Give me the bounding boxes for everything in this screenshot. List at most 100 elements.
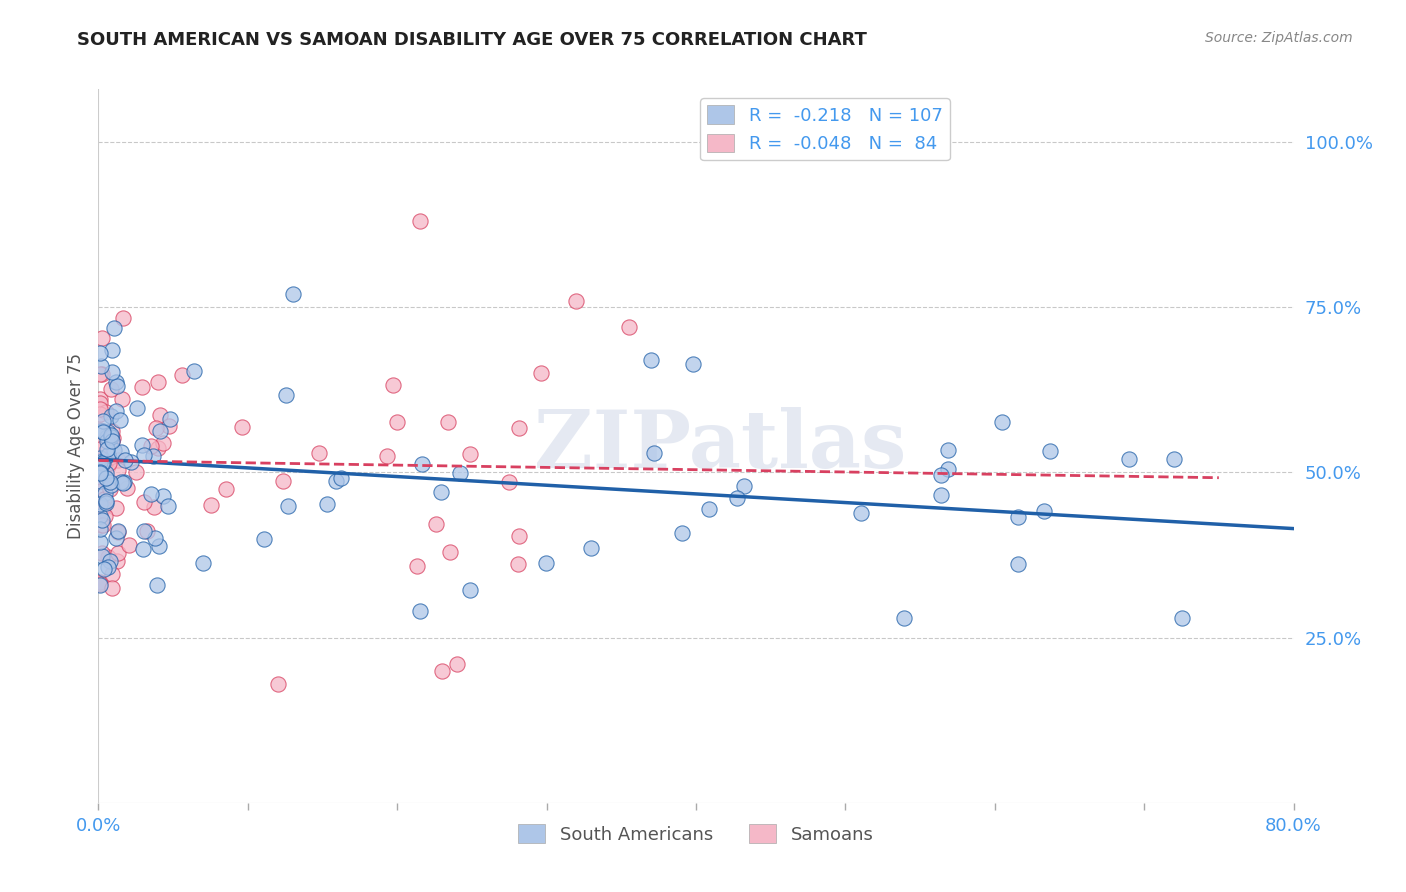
Point bbox=[530, 366, 553, 380]
Point bbox=[936, 443, 959, 458]
Point bbox=[100, 430, 122, 444]
Point bbox=[97, 425, 120, 439]
Point bbox=[1007, 510, 1029, 524]
Point bbox=[94, 486, 117, 500]
Point bbox=[1171, 611, 1194, 625]
Point bbox=[94, 456, 117, 470]
Point bbox=[91, 457, 114, 471]
Point bbox=[89, 407, 111, 421]
Text: Source: ZipAtlas.com: Source: ZipAtlas.com bbox=[1205, 31, 1353, 45]
Point bbox=[142, 449, 165, 463]
Point bbox=[277, 499, 299, 513]
Point bbox=[100, 434, 122, 448]
Point bbox=[725, 491, 748, 505]
Point bbox=[458, 447, 481, 461]
Point bbox=[131, 438, 153, 452]
Point bbox=[200, 498, 222, 512]
Point bbox=[89, 465, 111, 479]
Point bbox=[273, 475, 295, 489]
Point bbox=[316, 497, 339, 511]
Point bbox=[640, 353, 662, 368]
Point bbox=[100, 409, 122, 424]
Point bbox=[104, 500, 127, 515]
Point bbox=[267, 677, 290, 691]
Point bbox=[89, 497, 111, 511]
Point bbox=[929, 488, 952, 502]
Point bbox=[733, 479, 755, 493]
Point bbox=[91, 425, 114, 439]
Point bbox=[93, 492, 115, 507]
Point bbox=[579, 541, 602, 556]
Point bbox=[100, 478, 122, 492]
Point bbox=[100, 428, 122, 442]
Point bbox=[508, 529, 530, 543]
Point bbox=[139, 439, 162, 453]
Point bbox=[134, 495, 156, 509]
Point bbox=[89, 534, 111, 549]
Point bbox=[159, 411, 181, 425]
Point bbox=[94, 509, 117, 524]
Point bbox=[89, 392, 111, 407]
Point bbox=[98, 553, 121, 567]
Point bbox=[96, 442, 118, 457]
Point bbox=[101, 424, 124, 438]
Point bbox=[411, 458, 433, 472]
Point bbox=[105, 379, 128, 393]
Point bbox=[89, 451, 111, 466]
Point bbox=[89, 423, 111, 437]
Point bbox=[94, 496, 117, 510]
Point bbox=[101, 365, 124, 379]
Point bbox=[146, 578, 169, 592]
Point bbox=[89, 460, 111, 475]
Point bbox=[90, 483, 112, 498]
Point bbox=[104, 375, 127, 389]
Point bbox=[94, 405, 117, 419]
Point bbox=[385, 415, 408, 429]
Point bbox=[91, 518, 114, 533]
Point bbox=[458, 582, 481, 597]
Point bbox=[281, 287, 304, 301]
Point bbox=[149, 424, 172, 438]
Point bbox=[425, 516, 447, 531]
Point bbox=[253, 533, 276, 547]
Point bbox=[131, 380, 153, 394]
Point bbox=[107, 525, 129, 540]
Point bbox=[437, 416, 460, 430]
Point bbox=[89, 466, 111, 480]
Point bbox=[107, 546, 129, 560]
Point bbox=[105, 532, 128, 546]
Point bbox=[89, 438, 111, 452]
Point bbox=[143, 531, 166, 545]
Point bbox=[96, 466, 118, 480]
Point bbox=[108, 413, 131, 427]
Point bbox=[148, 539, 170, 553]
Point bbox=[91, 414, 114, 428]
Point bbox=[111, 476, 134, 491]
Point bbox=[449, 466, 471, 480]
Point bbox=[101, 431, 124, 445]
Point bbox=[107, 452, 129, 467]
Point bbox=[936, 462, 959, 476]
Point bbox=[430, 484, 453, 499]
Y-axis label: Disability Age Over 75: Disability Age Over 75 bbox=[66, 353, 84, 539]
Point bbox=[134, 524, 156, 538]
Point bbox=[170, 368, 193, 383]
Point bbox=[114, 453, 136, 467]
Point bbox=[142, 500, 165, 514]
Point bbox=[89, 395, 111, 409]
Point bbox=[893, 611, 915, 625]
Point bbox=[89, 576, 111, 591]
Point bbox=[89, 508, 111, 523]
Point bbox=[408, 214, 430, 228]
Point bbox=[100, 383, 122, 397]
Point bbox=[308, 446, 330, 460]
Point bbox=[103, 442, 125, 457]
Point bbox=[89, 574, 111, 589]
Point bbox=[406, 558, 429, 573]
Point bbox=[91, 512, 114, 526]
Point bbox=[89, 367, 111, 381]
Point bbox=[132, 541, 155, 556]
Point bbox=[231, 420, 253, 434]
Point bbox=[91, 456, 114, 470]
Point bbox=[91, 451, 114, 466]
